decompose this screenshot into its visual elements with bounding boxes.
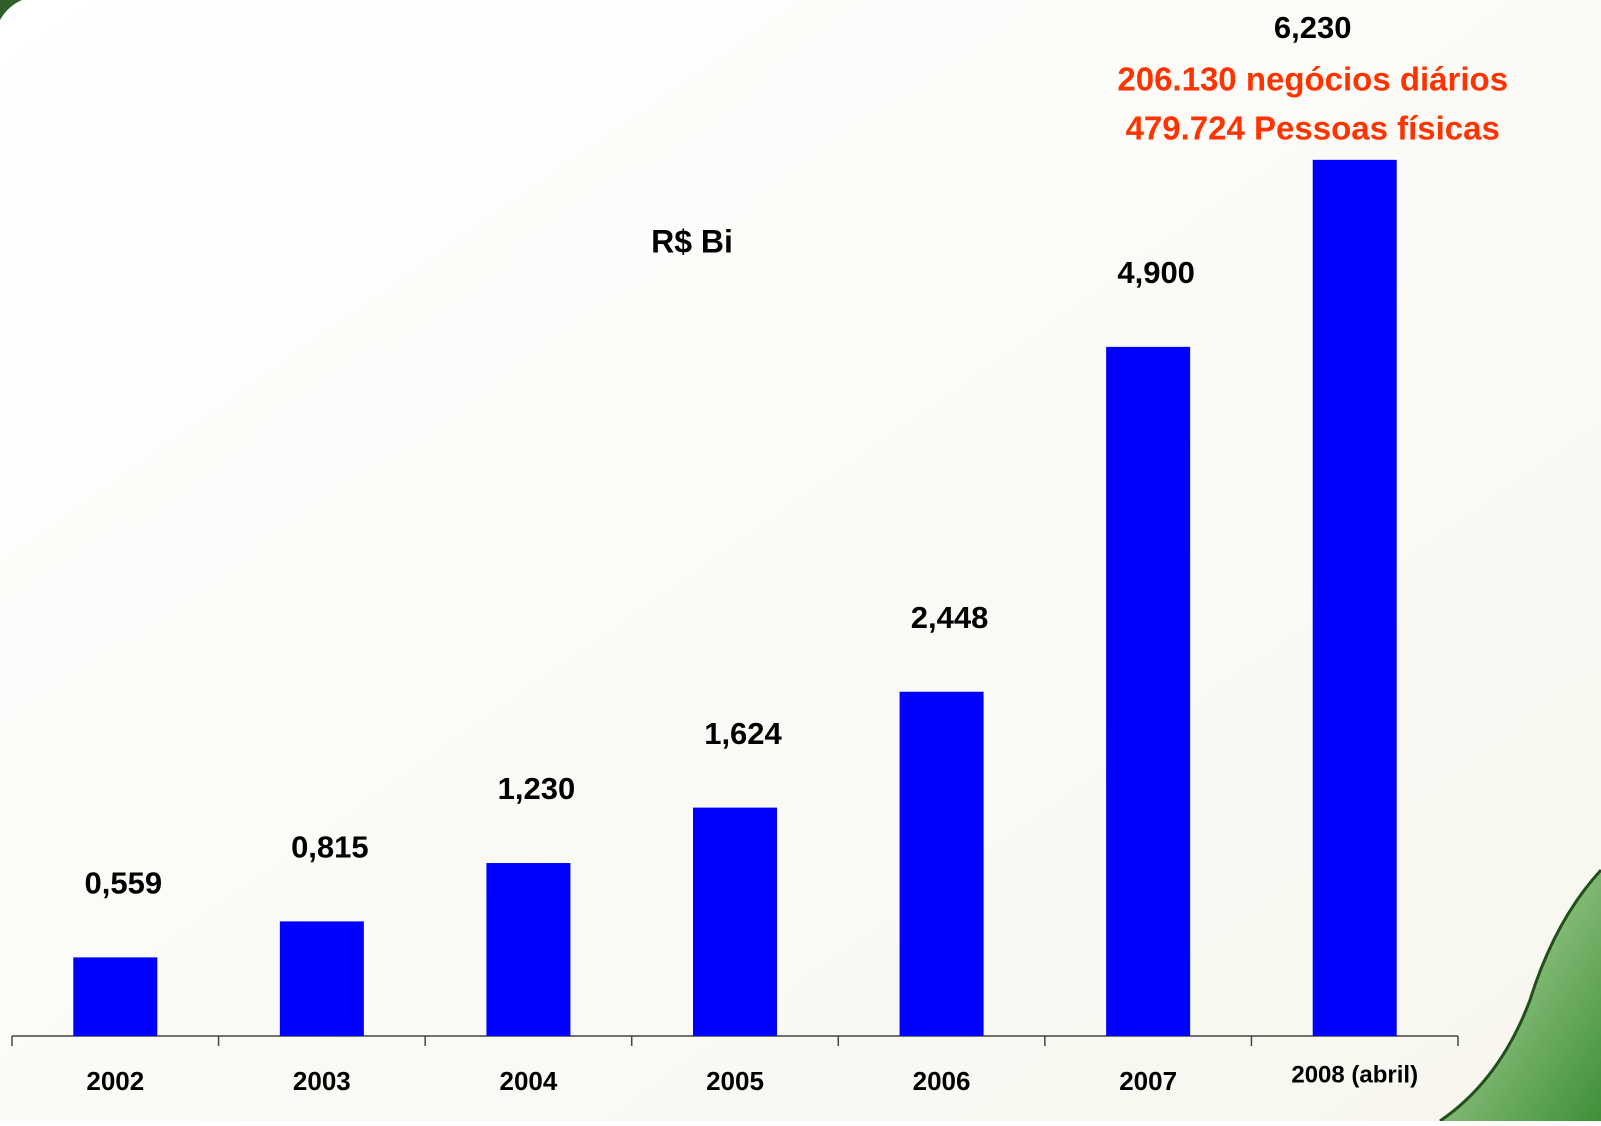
bar xyxy=(486,863,570,1036)
x-tick-label: 2005 xyxy=(706,1066,764,1096)
unit-label: R$ Bi xyxy=(651,223,733,259)
annotation: 479.724 Pessoas físicas xyxy=(1126,110,1500,147)
x-tick-label: 2006 xyxy=(913,1066,971,1096)
x-tick-label: 2007 xyxy=(1119,1066,1177,1096)
x-tick-label: 2003 xyxy=(293,1066,351,1096)
bar xyxy=(1313,160,1397,1036)
bar xyxy=(900,692,984,1036)
value-label: 1,230 xyxy=(498,771,576,806)
annotation: 206.130 negócios diários xyxy=(1117,61,1508,98)
x-tick-label: 2008 (abril) xyxy=(1291,1061,1418,1088)
value-label: 1,624 xyxy=(704,716,782,751)
bar xyxy=(73,957,157,1036)
x-tick-label: 2002 xyxy=(86,1066,144,1096)
value-label: 2,448 xyxy=(911,600,989,635)
value-label: 4,900 xyxy=(1117,255,1195,290)
chart: R$ Bi 2002 0,559 2003 0,815 2004 1,230 2005 1,6… xyxy=(0,0,1601,1121)
bar xyxy=(1106,347,1190,1036)
value-label: 0,559 xyxy=(84,866,162,901)
x-tick-label: 2004 xyxy=(500,1066,558,1096)
page: R$ Bi 2002 0,559 2003 0,815 2004 1,230 2005 1,6… xyxy=(0,0,1601,1121)
bar xyxy=(280,921,364,1036)
value-label: 0,815 xyxy=(291,830,369,865)
value-label: 6,230 xyxy=(1274,10,1352,45)
bar xyxy=(693,808,777,1036)
